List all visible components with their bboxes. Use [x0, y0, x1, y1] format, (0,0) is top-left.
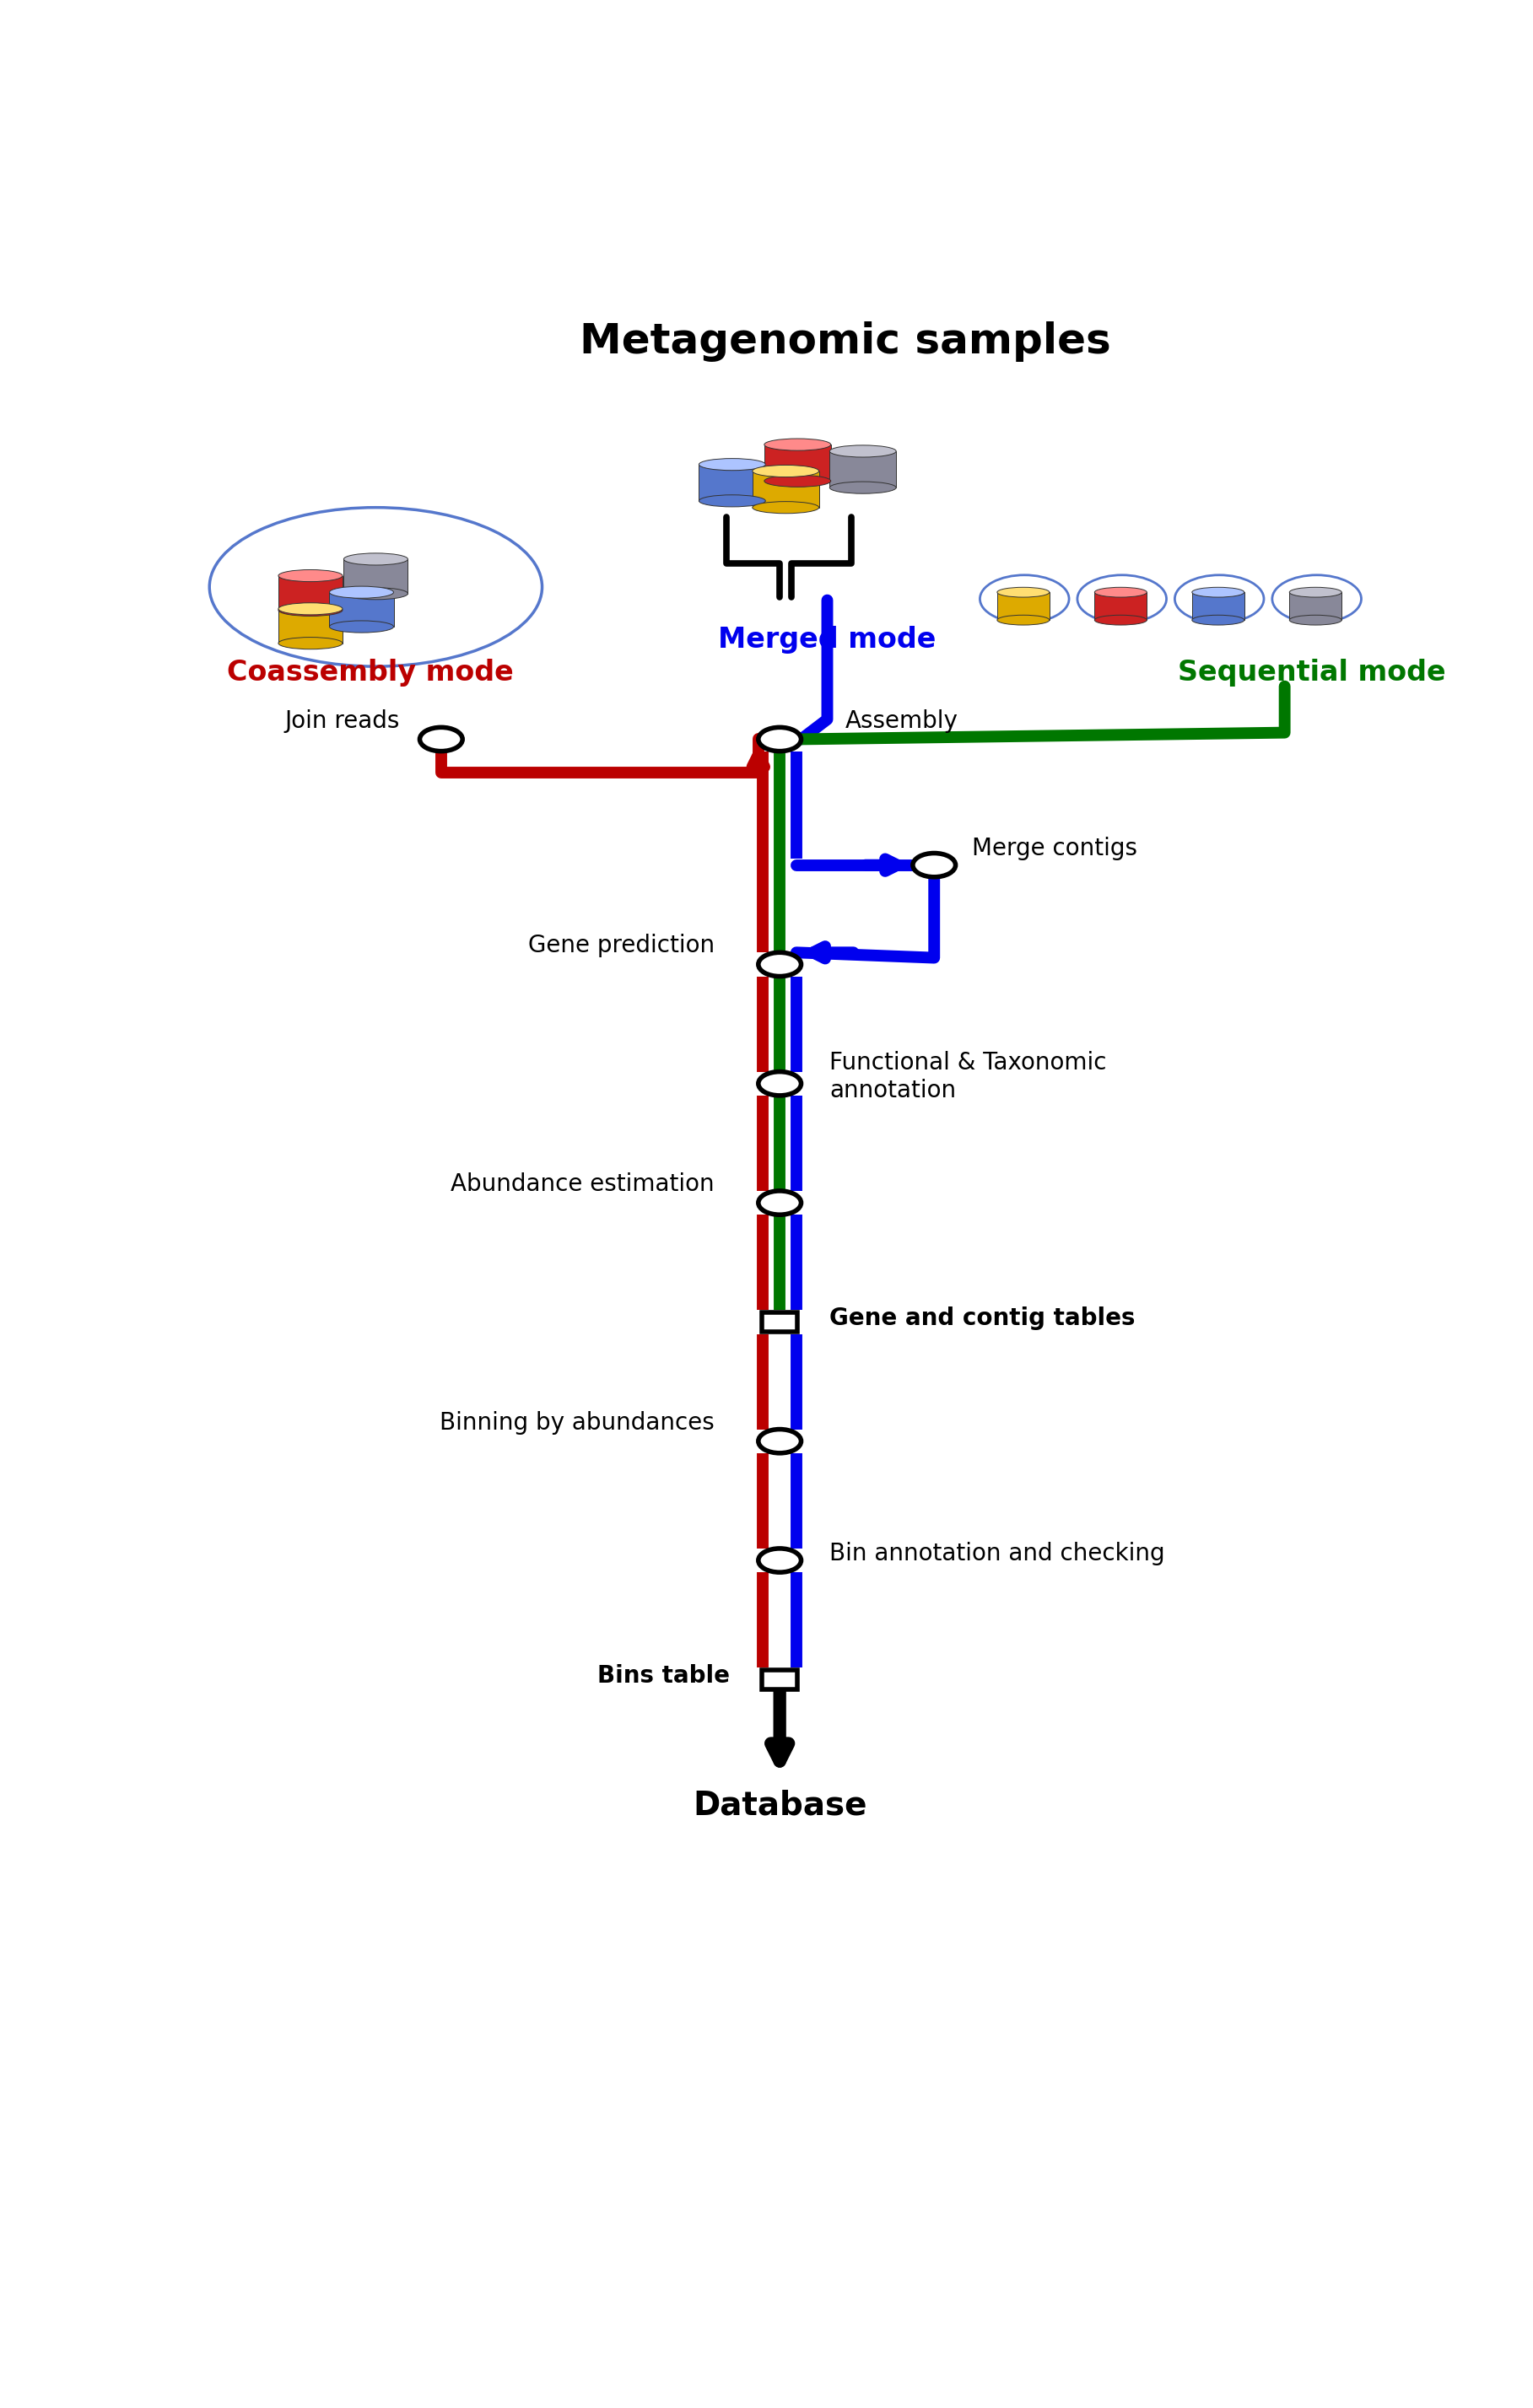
Circle shape [759, 1072, 802, 1096]
Ellipse shape [279, 571, 342, 583]
Circle shape [759, 727, 802, 751]
Circle shape [759, 1548, 802, 1572]
Polygon shape [996, 592, 1050, 619]
Ellipse shape [330, 621, 394, 633]
Ellipse shape [765, 474, 831, 486]
Polygon shape [1289, 592, 1341, 619]
Polygon shape [765, 445, 831, 482]
Ellipse shape [279, 638, 342, 650]
Ellipse shape [980, 576, 1069, 624]
Polygon shape [279, 576, 342, 609]
Ellipse shape [279, 602, 342, 614]
Ellipse shape [829, 482, 897, 494]
Polygon shape [330, 592, 394, 626]
Ellipse shape [1095, 614, 1147, 626]
Text: Bin annotation and checking: Bin annotation and checking [829, 1541, 1165, 1565]
Ellipse shape [699, 496, 765, 506]
Polygon shape [279, 609, 342, 643]
Circle shape [759, 1430, 802, 1452]
Circle shape [420, 727, 463, 751]
Bar [762, 1669, 797, 1690]
Ellipse shape [1289, 588, 1341, 597]
Polygon shape [699, 465, 765, 501]
Ellipse shape [1174, 576, 1263, 624]
Polygon shape [1095, 592, 1147, 619]
Ellipse shape [996, 614, 1050, 626]
Text: annotation: annotation [829, 1079, 957, 1103]
Polygon shape [1193, 592, 1245, 619]
Ellipse shape [829, 445, 897, 458]
Text: Gene and contig tables: Gene and contig tables [829, 1308, 1136, 1332]
Ellipse shape [210, 508, 543, 667]
Text: Gene prediction: Gene prediction [527, 934, 714, 958]
Ellipse shape [753, 501, 819, 513]
Text: Bins table: Bins table [598, 1664, 730, 1688]
Ellipse shape [699, 458, 765, 470]
Ellipse shape [1289, 614, 1341, 626]
Ellipse shape [1272, 576, 1361, 624]
Ellipse shape [765, 438, 831, 450]
Ellipse shape [1078, 576, 1167, 624]
Polygon shape [753, 472, 819, 508]
Ellipse shape [753, 465, 819, 477]
Text: Functional & Taxonomic: Functional & Taxonomic [829, 1050, 1107, 1074]
Text: Metagenomic samples: Metagenomic samples [579, 323, 1111, 361]
Ellipse shape [1095, 588, 1147, 597]
Circle shape [759, 1192, 802, 1214]
Polygon shape [829, 450, 897, 486]
Text: Sequential mode: Sequential mode [1177, 660, 1446, 686]
Bar [762, 1312, 797, 1332]
Text: Join reads: Join reads [285, 708, 400, 732]
Text: Coassembly mode: Coassembly mode [227, 660, 514, 686]
Ellipse shape [279, 604, 342, 616]
Ellipse shape [996, 588, 1050, 597]
Text: Abundance estimation: Abundance estimation [451, 1173, 714, 1197]
Ellipse shape [1193, 614, 1245, 626]
Ellipse shape [343, 588, 408, 600]
Text: Binning by abundances: Binning by abundances [440, 1411, 714, 1435]
Text: Merge contigs: Merge contigs [972, 836, 1137, 860]
Ellipse shape [330, 585, 394, 597]
Ellipse shape [1193, 588, 1245, 597]
Circle shape [759, 954, 802, 975]
Polygon shape [343, 559, 408, 595]
Text: Assembly: Assembly [845, 708, 958, 732]
Circle shape [912, 852, 955, 877]
Ellipse shape [343, 554, 408, 566]
Text: Database: Database [693, 1789, 866, 1820]
Text: Merged mode: Merged mode [719, 626, 937, 655]
